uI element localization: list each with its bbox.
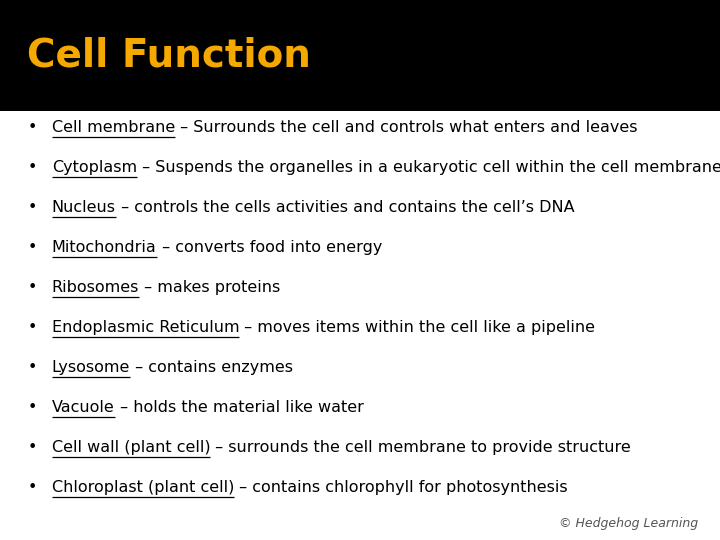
Text: •: • — [27, 240, 37, 255]
Text: Ribosomes: Ribosomes — [52, 280, 139, 295]
Text: – Surrounds the cell and controls what enters and leaves: – Surrounds the cell and controls what e… — [175, 120, 638, 136]
Text: •: • — [27, 480, 37, 495]
Text: Mitochondria: Mitochondria — [52, 240, 156, 255]
Text: Nucleus: Nucleus — [52, 200, 116, 215]
Text: •: • — [27, 120, 37, 136]
Text: – holds the material like water: – holds the material like water — [114, 400, 364, 415]
Text: Endoplasmic Reticulum: Endoplasmic Reticulum — [52, 320, 240, 335]
Text: Chloroplast (plant cell): Chloroplast (plant cell) — [52, 480, 234, 495]
Text: •: • — [27, 360, 37, 375]
Text: – moves items within the cell like a pipeline: – moves items within the cell like a pip… — [240, 320, 595, 335]
Text: Cell Function: Cell Function — [27, 36, 311, 75]
Text: – controls the cells activities and contains the cell’s DNA: – controls the cells activities and cont… — [116, 200, 575, 215]
Text: •: • — [27, 200, 37, 215]
Text: •: • — [27, 440, 37, 455]
Text: •: • — [27, 400, 37, 415]
Text: Vacuole: Vacuole — [52, 400, 114, 415]
Text: – contains enzymes: – contains enzymes — [130, 360, 293, 375]
Text: Cell membrane: Cell membrane — [52, 120, 175, 136]
Text: •: • — [27, 280, 37, 295]
Bar — [0, 0, 720, 111]
Text: Lysosome: Lysosome — [52, 360, 130, 375]
Text: Cell wall (plant cell): Cell wall (plant cell) — [52, 440, 210, 455]
Text: •: • — [27, 160, 37, 176]
Text: – converts food into energy: – converts food into energy — [156, 240, 382, 255]
Text: – contains chlorophyll for photosynthesis: – contains chlorophyll for photosynthesi… — [234, 480, 568, 495]
Text: – makes proteins: – makes proteins — [139, 280, 281, 295]
Text: Cytoplasm: Cytoplasm — [52, 160, 137, 176]
Text: © Hedgehog Learning: © Hedgehog Learning — [559, 517, 698, 530]
Text: •: • — [27, 320, 37, 335]
Text: – surrounds the cell membrane to provide structure: – surrounds the cell membrane to provide… — [210, 440, 631, 455]
Text: – Suspends the organelles in a eukaryotic cell within the cell membrane: – Suspends the organelles in a eukaryoti… — [137, 160, 720, 176]
